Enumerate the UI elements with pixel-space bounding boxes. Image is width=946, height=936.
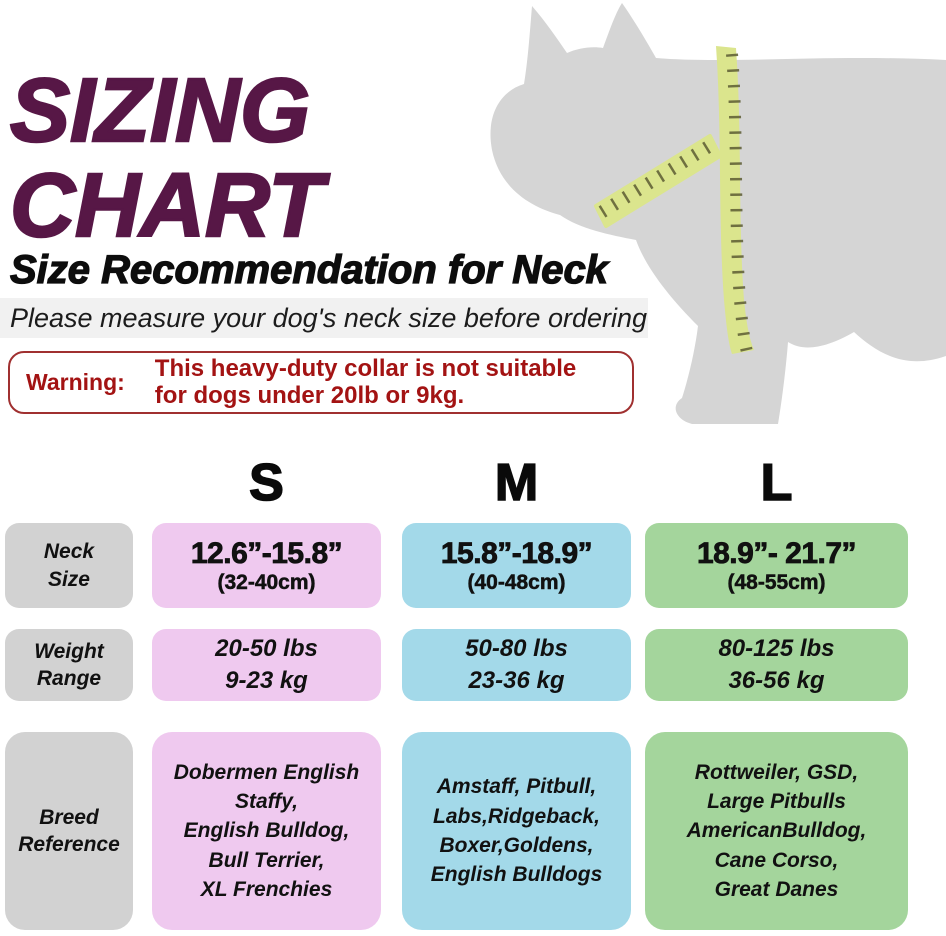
column-header-s: S xyxy=(248,453,284,513)
row-label-weight-range: Weight Range xyxy=(5,629,133,701)
dog-body-shape xyxy=(490,3,946,424)
cell-breed-reference-l: Rottweiler, GSD, Large Pitbulls American… xyxy=(645,732,908,930)
row-label-neck-size: Neck Size xyxy=(5,523,133,608)
warning-text: This heavy-duty collar is not suitable f… xyxy=(154,355,577,409)
cell-breed-reference-s: Dobermen English Staffy, English Bulldog… xyxy=(152,732,381,930)
subtitle: Size Recommendation for Neck xyxy=(9,247,608,292)
dog-silhouette-graphic xyxy=(490,3,946,424)
warning-box: Warning: This heavy-duty collar is not s… xyxy=(8,351,634,414)
cell-neck-size-m: 15.8”-18.9” (40-48cm) xyxy=(402,523,631,608)
cell-neck-size-s: 12.6”-15.8” (32-40cm) xyxy=(152,523,381,608)
breed-reference-l-text: Rottweiler, GSD, Large Pitbulls American… xyxy=(686,760,867,902)
neck-size-m-cm: (40-48cm) xyxy=(467,570,566,594)
row-label-breed-reference: Breed Reference xyxy=(5,732,133,930)
column-header-l: L xyxy=(760,453,793,513)
breed-reference-m-text: Amstaff, Pitbull, Labs,Ridgeback, Boxer,… xyxy=(430,775,603,887)
weight-range-s-text: 20-50 lbs 9-23 kg xyxy=(215,634,318,694)
neck-size-l-cm: (48-55cm) xyxy=(727,570,826,594)
warning-label: Warning: xyxy=(26,369,125,395)
cell-neck-size-l: 18.9”- 21.7” (48-55cm) xyxy=(645,523,908,608)
row-label-neck-size-text: Neck Size xyxy=(43,540,95,591)
measure-note: Please measure your dog's neck size befo… xyxy=(10,302,648,333)
measuring-tape-graphic xyxy=(594,46,754,354)
cell-weight-range-m: 50-80 lbs 23-36 kg xyxy=(402,629,631,701)
cell-weight-range-s: 20-50 lbs 9-23 kg xyxy=(152,629,381,701)
measure-note-band: Please measure your dog's neck size befo… xyxy=(0,298,648,338)
page-title-line-1: SIZING xyxy=(9,61,312,161)
weight-range-m-text: 50-80 lbs 23-36 kg xyxy=(465,634,568,694)
neck-size-l-inches: 18.9”- 21.7” xyxy=(696,536,857,570)
cell-weight-range-l: 80-125 lbs 36-56 kg xyxy=(645,629,908,701)
row-label-weight-range-text: Weight Range xyxy=(34,639,104,690)
row-label-breed-reference-text: Breed Reference xyxy=(18,805,120,856)
page-title: SIZING CHART xyxy=(9,61,325,256)
column-header-m: M xyxy=(494,453,539,513)
neck-size-s-cm: (32-40cm) xyxy=(217,570,316,594)
page-title-line-2: CHART xyxy=(9,156,325,256)
cell-breed-reference-m: Amstaff, Pitbull, Labs,Ridgeback, Boxer,… xyxy=(402,732,631,930)
breed-reference-s-text: Dobermen English Staffy, English Bulldog… xyxy=(173,760,360,902)
neck-size-s-inches: 12.6”-15.8” xyxy=(190,536,343,570)
weight-range-l-text: 80-125 lbs 36-56 kg xyxy=(718,634,835,694)
neck-size-m-inches: 15.8”-18.9” xyxy=(440,536,593,570)
